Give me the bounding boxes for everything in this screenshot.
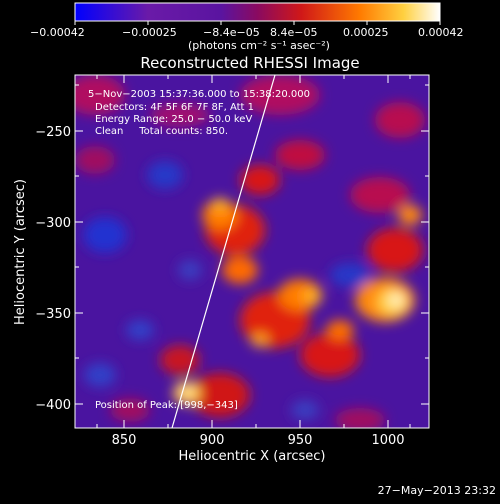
y-tick-label: −400 bbox=[35, 398, 71, 413]
colorbar-tick-label: −0.00042 bbox=[30, 26, 85, 39]
plot-title: Reconstructed RHESSI Image bbox=[140, 54, 359, 72]
footer-date: 27−May−2013 23:32 bbox=[378, 484, 496, 497]
y-tick-label: −350 bbox=[35, 307, 71, 322]
axis-ticks bbox=[75, 75, 429, 428]
colorbar-tick-label: −8.4e−05 bbox=[203, 26, 260, 39]
peak-position-text: Position of Peak: [998,−343] bbox=[95, 400, 238, 411]
colorbar-tick-label: 0.00042 bbox=[418, 26, 464, 39]
time-range-text: 5−Nov−2003 15:37:36.000 to 15:38:20.000 bbox=[88, 89, 310, 100]
detectors-text: Detectors: 4F 5F 6F 7F 8F, Att 1 bbox=[95, 102, 254, 113]
y-tick-label: −250 bbox=[35, 125, 71, 140]
x-tick-label: 850 bbox=[112, 433, 137, 448]
heatmap-image bbox=[75, 75, 429, 428]
solar-limb-line bbox=[171, 75, 276, 428]
y-axis-label: Heliocentric Y (arcsec) bbox=[13, 179, 28, 325]
x-tick-label: 950 bbox=[288, 433, 313, 448]
image-annotations: 5−Nov−2003 15:37:36.000 to 15:38:20.000 … bbox=[88, 89, 310, 411]
colorbar-tick-label: 0.00025 bbox=[343, 26, 389, 39]
colorbar: −0.00042 −0.00025 −8.4e−05 8.4e−05 0.000… bbox=[30, 2, 464, 52]
colorbar-tick-label: −0.00025 bbox=[122, 26, 177, 39]
colorbar-tick-label: 8.4e−05 bbox=[270, 26, 317, 39]
colorbar-units: (photons cm⁻² s⁻¹ asec⁻²) bbox=[188, 39, 330, 52]
x-tick-label: 1000 bbox=[371, 433, 404, 448]
y-tick-label: −300 bbox=[35, 216, 71, 231]
x-axis-label: Heliocentric X (arcsec) bbox=[179, 449, 326, 464]
x-tick-label: 900 bbox=[200, 433, 225, 448]
energy-range-text: Energy Range: 25.0 − 50.0 keV bbox=[95, 114, 252, 125]
algorithm-counts-text: Clean Total counts: 850. bbox=[95, 126, 228, 137]
plot-frame bbox=[74, 74, 430, 429]
